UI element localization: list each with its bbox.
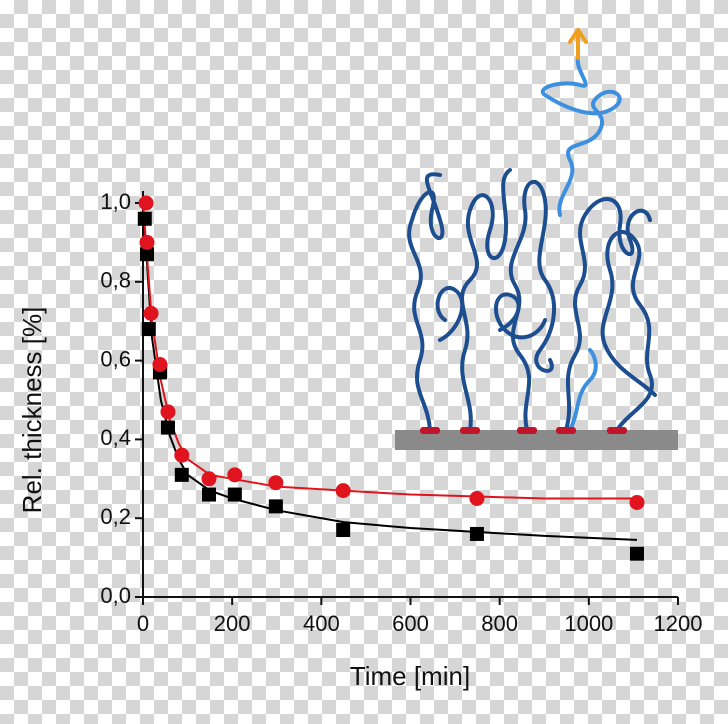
- data-point: [629, 546, 644, 561]
- x-tick-label: 400: [303, 611, 340, 636]
- x-tick-label: 200: [214, 611, 251, 636]
- data-point: [201, 487, 216, 502]
- data-point: [138, 195, 154, 211]
- y-tick-label: 0,4: [100, 425, 131, 450]
- data-point: [160, 404, 176, 420]
- fit-line: [142, 202, 637, 500]
- data-point: [174, 467, 189, 482]
- x-tick-label: 1200: [654, 611, 703, 636]
- released-chain: [540, 56, 622, 217]
- x-axis-title: Time [min]: [350, 661, 470, 691]
- y-tick-label: 1,0: [100, 189, 131, 214]
- data-point: [152, 357, 168, 373]
- data-point: [268, 499, 283, 514]
- x-tick-label: 800: [481, 611, 518, 636]
- x-tick-label: 0: [137, 611, 149, 636]
- data-point: [629, 494, 645, 510]
- fit-line: [142, 202, 638, 541]
- data-point: [140, 247, 155, 262]
- x-tick-label: 1000: [564, 611, 613, 636]
- data-point: [227, 487, 242, 502]
- anchors: [420, 427, 627, 434]
- data-point: [160, 420, 175, 435]
- data-point: [336, 523, 351, 538]
- polymer-chains: [407, 168, 657, 432]
- data-point: [268, 475, 284, 491]
- data-point: [335, 483, 351, 499]
- y-tick-label: 0,2: [100, 504, 131, 529]
- x-tick-label: 600: [392, 611, 429, 636]
- data-point: [139, 234, 155, 250]
- data-point: [469, 491, 485, 506]
- data-point: [201, 471, 217, 487]
- released-chain-base: [568, 348, 598, 432]
- y-axis-title: Rel. thickness [%]: [17, 307, 47, 514]
- data-point: [469, 526, 484, 541]
- data-point: [137, 211, 152, 226]
- data-point: [174, 447, 190, 463]
- data-point: [143, 305, 159, 321]
- illustration: [395, 28, 678, 450]
- y-tick-label: 0,6: [100, 346, 131, 371]
- data-point: [227, 467, 243, 483]
- y-tick-label: 0,0: [100, 583, 131, 608]
- data-point: [141, 322, 156, 337]
- pull-arrow: [568, 28, 588, 60]
- substrate: [395, 430, 678, 450]
- y-tick-label: 0,8: [100, 268, 131, 293]
